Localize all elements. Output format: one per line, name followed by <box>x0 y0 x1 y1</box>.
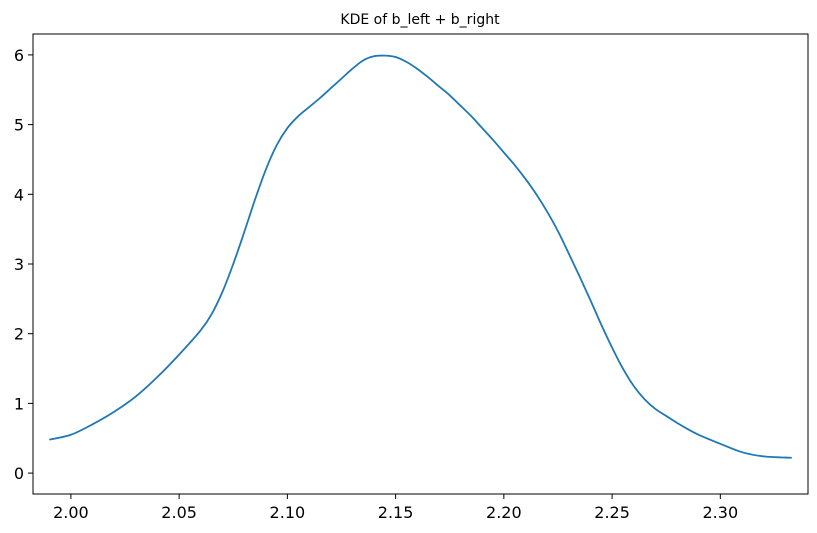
y-tick-label: 6 <box>14 46 24 65</box>
y-axis: 0 1 2 3 4 5 6 <box>14 46 33 483</box>
plot-area <box>49 54 792 459</box>
y-tick-label: 5 <box>14 116 24 135</box>
y-tick-label: 1 <box>14 394 24 413</box>
kde-line <box>49 54 792 459</box>
y-tick-label: 4 <box>14 185 24 204</box>
plot-frame <box>32 33 809 495</box>
x-tick-label: 2.05 <box>161 503 197 522</box>
x-tick-label: 2.15 <box>378 503 414 522</box>
y-tick-label: 2 <box>14 325 24 344</box>
y-tick-label: 3 <box>14 255 24 274</box>
x-tick-label: 2.10 <box>270 503 306 522</box>
x-tick-label: 2.30 <box>703 503 739 522</box>
chart-title: KDE of b_left + b_right <box>340 12 500 28</box>
x-tick-label: 2.00 <box>53 503 89 522</box>
y-tick-label: 0 <box>14 464 24 483</box>
x-axis: 2.00 2.05 2.10 2.15 2.20 2.25 2.30 <box>53 494 738 522</box>
x-tick-label: 2.20 <box>486 503 522 522</box>
x-tick-label: 2.25 <box>594 503 630 522</box>
